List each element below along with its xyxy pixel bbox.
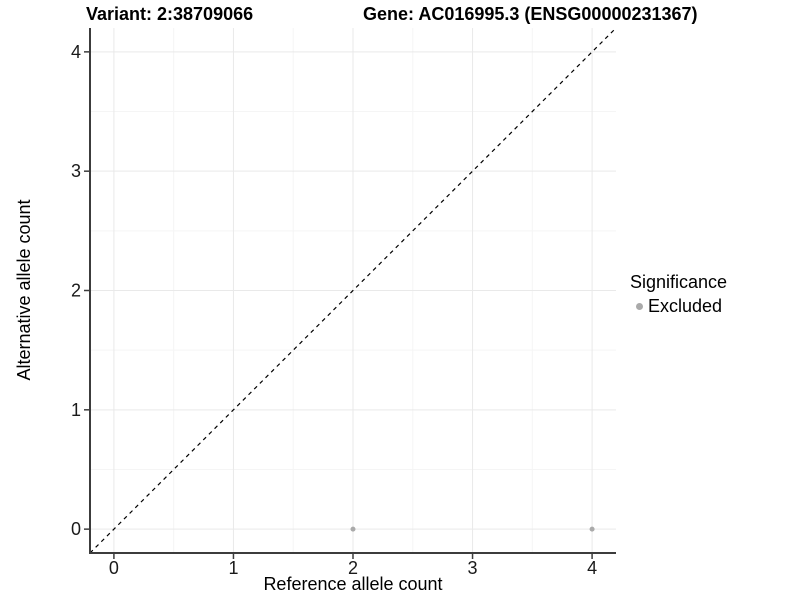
- x-tick-label: 0: [109, 558, 119, 578]
- y-tick-label: 4: [71, 42, 81, 62]
- legend-item-excluded: Excluded: [630, 296, 727, 317]
- x-tick-label: 3: [468, 558, 478, 578]
- legend: Significance Excluded: [630, 272, 727, 317]
- y-tick-label: 1: [71, 400, 81, 420]
- y-axis-title: Alternative allele count: [14, 199, 34, 381]
- excluded-point-icon: [636, 303, 643, 310]
- x-tick-label: 4: [587, 558, 597, 578]
- gene-title: Gene: AC016995.3 (ENSG00000231367): [363, 4, 698, 24]
- x-tick-label: 2: [348, 558, 358, 578]
- legend-item-label: Excluded: [648, 296, 723, 316]
- y-tick-label: 0: [71, 519, 81, 539]
- identity-dashed-line: [89, 27, 617, 554]
- data-point: [589, 526, 595, 532]
- x-tick-label: 1: [228, 558, 238, 578]
- y-tick-label: 2: [71, 281, 81, 301]
- data-point: [350, 526, 356, 532]
- x-axis-title: Reference allele count: [263, 574, 443, 594]
- variant-title: Variant: 2:38709066: [86, 4, 254, 24]
- y-tick-label: 3: [71, 161, 81, 181]
- legend-title: Significance: [630, 272, 728, 292]
